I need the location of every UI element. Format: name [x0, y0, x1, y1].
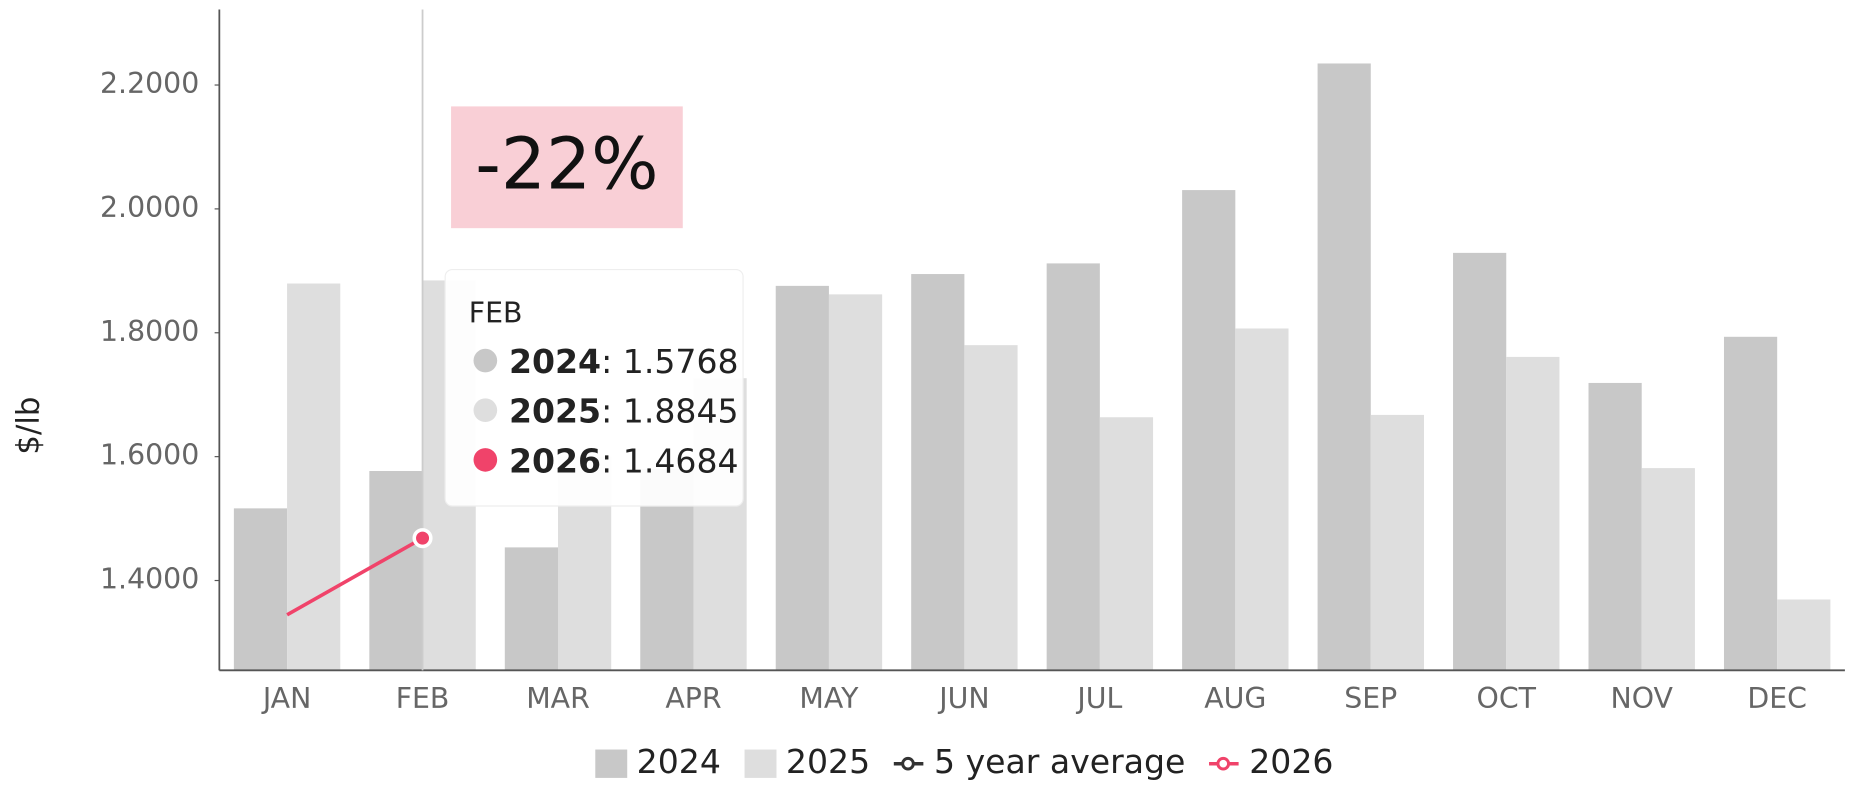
- tooltip-row: 2025: 1.8845: [509, 391, 739, 430]
- bar: [504, 547, 559, 671]
- bar: [1641, 468, 1695, 671]
- bar: [1370, 414, 1424, 671]
- legend-label: 2026: [1249, 742, 1333, 781]
- bar: [287, 283, 341, 671]
- x-tick-label: FEB: [396, 682, 450, 715]
- x-tick-label: AUG: [1204, 682, 1266, 715]
- bar: [911, 274, 965, 671]
- bar: [1099, 417, 1154, 671]
- legend-swatch: [595, 749, 628, 778]
- bar: [828, 294, 883, 671]
- tooltip-sep: :: [601, 391, 623, 430]
- hover-point: [412, 528, 433, 549]
- legend-label: 5 year average: [934, 742, 1185, 781]
- bar: [964, 345, 1018, 671]
- bar: [1235, 328, 1289, 671]
- legend-swatch: [1216, 756, 1231, 771]
- legend-label: 2024: [637, 742, 721, 781]
- tooltip-series: 2025: [509, 391, 601, 430]
- y-tick-label: 2.2000: [100, 67, 199, 100]
- tooltip-swatch: [473, 348, 498, 373]
- bar: [369, 471, 423, 671]
- tooltip-row: 2026: 1.4684: [509, 441, 739, 480]
- tooltip-series: 2024: [509, 341, 601, 380]
- x-tick-label: NOV: [1610, 682, 1673, 715]
- tooltip-value: 1.5768: [623, 341, 739, 380]
- bar: [1317, 63, 1371, 671]
- x-tick-label: MAY: [799, 682, 859, 715]
- y-tick-label: 1.6000: [100, 439, 199, 472]
- legend-label: 2025: [786, 742, 870, 781]
- y-tick-label: 2.0000: [100, 191, 199, 224]
- tooltip-series: 2026: [509, 441, 601, 480]
- legend-swatch: [744, 749, 777, 778]
- bar: [775, 285, 829, 671]
- bar: [1453, 252, 1507, 671]
- tooltip-value: 1.4684: [623, 441, 739, 480]
- y-tick-label: 1.8000: [100, 315, 199, 348]
- x-tick-label: DEC: [1747, 682, 1807, 715]
- bar: [1182, 190, 1236, 671]
- tooltip-swatch: [473, 398, 498, 423]
- bar: [1777, 599, 1831, 671]
- tooltip-swatch: [473, 448, 498, 472]
- x-tick-label: JAN: [261, 682, 311, 715]
- tooltip-sep: :: [601, 341, 623, 380]
- bar: [1506, 356, 1560, 671]
- legend-swatch: [901, 756, 915, 771]
- bar: [1588, 382, 1642, 671]
- x-tick-label: OCT: [1477, 682, 1537, 715]
- bar: [1046, 263, 1100, 671]
- tooltip-row: 2024: 1.5768: [509, 341, 739, 380]
- x-tick-label: SEP: [1344, 682, 1397, 715]
- tooltip-value: 1.8845: [623, 391, 739, 430]
- annotation-box: [451, 106, 683, 229]
- tooltip: [444, 268, 744, 507]
- y-axis-label: $/lb: [11, 397, 47, 455]
- x-tick-label: JUN: [937, 682, 989, 715]
- tooltip-title: FEB: [469, 296, 523, 329]
- line: [286, 536, 424, 617]
- x-tick-label: JUL: [1075, 682, 1122, 715]
- x-tick-label: MAR: [526, 682, 590, 715]
- bar: [1723, 336, 1778, 671]
- tooltip-sep: :: [601, 441, 623, 480]
- annotation: -22%: [475, 123, 658, 206]
- bar: [233, 508, 288, 671]
- x-tick-label: APR: [665, 682, 721, 715]
- y-tick-label: 1.4000: [100, 563, 199, 596]
